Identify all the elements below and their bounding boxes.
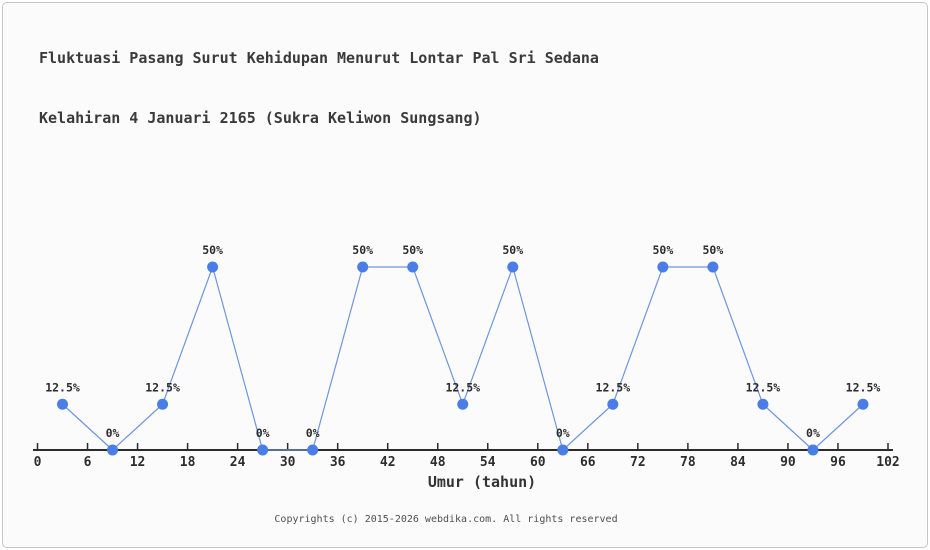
data-point-label: 0% — [806, 426, 820, 440]
data-point — [207, 261, 219, 273]
data-point — [557, 444, 569, 456]
x-axis-tick-label: 78 — [680, 455, 696, 470]
x-axis-tick-label: 60 — [530, 455, 546, 470]
x-axis-tick-label: 12 — [130, 455, 146, 470]
data-point-label: 50% — [402, 243, 423, 257]
data-point — [757, 398, 769, 410]
x-axis-tick-label: 102 — [876, 455, 899, 470]
data-point-label: 50% — [502, 243, 523, 257]
chart-title: Fluktuasi Pasang Surut Kehidupan Menurut… — [39, 8, 599, 168]
x-axis-tick-label: 96 — [830, 455, 846, 470]
data-point-label: 0% — [556, 426, 570, 440]
x-axis-tick-label: 36 — [330, 455, 346, 470]
data-point — [107, 444, 119, 456]
data-point-label: 12.5% — [445, 380, 480, 394]
data-point — [707, 261, 719, 273]
data-point-label: 12.5% — [746, 380, 781, 394]
data-point-label: 12.5% — [846, 380, 881, 394]
data-point-label: 0% — [106, 426, 120, 440]
data-point — [157, 398, 169, 410]
x-axis-tick-label: 0 — [34, 455, 42, 470]
data-point-label: 50% — [352, 243, 373, 257]
x-axis-tick-label: 72 — [630, 455, 646, 470]
x-axis-tick-label: 54 — [480, 455, 496, 470]
data-point-label: 0% — [256, 426, 270, 440]
chart-title-line2: Kelahiran 4 Januari 2165 (Sukra Keliwon … — [39, 109, 482, 127]
data-point — [657, 261, 669, 273]
x-axis-tick-label: 84 — [730, 455, 746, 470]
data-point-label: 12.5% — [145, 380, 180, 394]
data-point-label: 50% — [652, 243, 673, 257]
data-line — [62, 265, 864, 452]
data-point — [607, 398, 619, 410]
x-axis-tick-label: 30 — [280, 455, 296, 470]
data-point — [57, 398, 69, 410]
data-point-label: 0% — [306, 426, 320, 440]
x-axis-label: Umur (tahun) — [427, 473, 537, 491]
data-point — [407, 261, 419, 273]
footer-text: Copyrights (c) 2015-2026 webdika.com. Al… — [274, 514, 618, 525]
data-point — [257, 444, 269, 456]
data-point-label: 12.5% — [45, 380, 80, 394]
x-axis-tick-label: 18 — [180, 455, 196, 470]
data-point — [807, 444, 819, 456]
x-axis-tick-label: 48 — [430, 455, 446, 470]
x-axis-tick-label: 42 — [380, 455, 396, 470]
data-point — [857, 398, 869, 410]
data-point — [307, 444, 319, 456]
x-axis-tick-label: 66 — [580, 455, 596, 470]
data-point — [507, 261, 519, 273]
data-point-label: 12.5% — [596, 380, 631, 394]
chart-title-line1: Fluktuasi Pasang Surut Kehidupan Menurut… — [39, 49, 599, 67]
x-axis-tick-label: 24 — [230, 455, 246, 470]
x-axis-tick-label: 90 — [780, 455, 796, 470]
data-point — [357, 261, 369, 273]
data-point-label: 50% — [202, 243, 223, 257]
data-point — [457, 398, 469, 410]
data-point-label: 50% — [703, 243, 724, 257]
x-axis-tick-label: 6 — [84, 455, 92, 470]
